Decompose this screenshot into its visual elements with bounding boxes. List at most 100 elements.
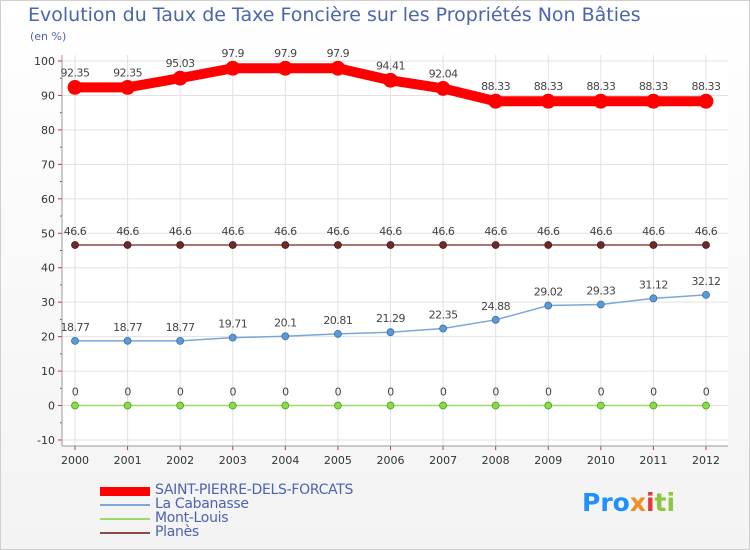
data-label-3: 46.6 [274, 225, 297, 238]
legend-label-mont-louis: Mont-Louis [155, 510, 229, 526]
data-point-0 [593, 93, 609, 109]
data-label-0: 88.33 [639, 80, 668, 93]
data-label-1: 24.88 [481, 300, 510, 313]
data-point-1 [123, 336, 132, 345]
data-point-3 [71, 241, 79, 249]
data-label-2: 0 [598, 386, 605, 399]
legend-swatch-planes [100, 532, 150, 534]
data-label-3: 46.6 [169, 225, 192, 238]
data-point-2 [649, 401, 658, 410]
x-tick-label: 2005 [324, 454, 352, 467]
data-point-1 [228, 333, 237, 342]
data-label-1: 18.77 [61, 321, 90, 334]
x-tick-label: 2009 [534, 454, 562, 467]
data-label-3: 46.6 [642, 225, 665, 238]
data-label-1: 22.35 [429, 309, 458, 322]
data-point-3 [596, 241, 605, 249]
data-label-3: 46.6 [327, 225, 350, 238]
data-label-2: 0 [124, 386, 131, 399]
data-point-2 [596, 401, 605, 410]
y-tick-label: 40 [41, 262, 55, 275]
data-point-1 [71, 336, 79, 345]
data-label-3: 46.6 [537, 225, 560, 238]
legend-swatch-mont-louis [100, 518, 150, 520]
data-point-2 [702, 401, 710, 410]
y-tick-label: 80 [41, 124, 55, 137]
data-point-0 [277, 60, 293, 76]
data-point-3 [228, 241, 237, 249]
data-point-0 [488, 93, 504, 109]
data-label-3: 46.6 [64, 225, 87, 238]
data-label-0: 94.41 [376, 59, 405, 72]
data-label-3: 46.6 [695, 225, 718, 238]
data-point-1 [439, 324, 447, 333]
data-label-1: 29.33 [586, 284, 615, 297]
legend-item-la-cabanasse: La Cabanasse [100, 496, 420, 512]
y-tick-label: 70 [41, 158, 55, 171]
legend-item-mont-louis: Mont-Louis [100, 510, 420, 526]
y-axis-unit-label: (en %) [30, 30, 67, 43]
data-point-2 [334, 401, 342, 410]
data-label-1: 18.77 [113, 321, 142, 334]
data-point-0 [698, 93, 714, 109]
data-label-1: 18.77 [166, 321, 195, 334]
plot-background [62, 55, 728, 446]
data-point-1 [386, 328, 395, 337]
data-label-2: 0 [650, 386, 657, 399]
legend-swatch-la-cabanasse [100, 504, 150, 506]
y-tick-label: 20 [41, 331, 55, 344]
data-label-0: 92.35 [113, 66, 142, 79]
data-point-0 [67, 79, 83, 95]
y-tick-label: 10 [41, 365, 55, 378]
data-label-1: 29.02 [534, 286, 563, 299]
data-point-2 [386, 401, 395, 410]
x-tick-label: 2000 [61, 454, 89, 467]
data-label-1: 20.81 [323, 314, 352, 327]
data-point-2 [176, 401, 185, 410]
data-point-0 [225, 60, 241, 76]
chart-title: Evolution du Taux de Taxe Foncière sur l… [28, 4, 641, 26]
data-label-2: 0 [440, 386, 447, 399]
data-point-2 [439, 401, 447, 410]
data-label-0: 88.33 [586, 80, 615, 93]
data-label-2: 0 [335, 386, 342, 399]
legend-item-planes: Planès [100, 524, 420, 540]
data-point-0 [435, 81, 451, 96]
data-label-2: 0 [177, 386, 184, 399]
data-label-3: 46.6 [432, 225, 455, 238]
x-tick-label: 2011 [639, 454, 667, 467]
data-label-3: 46.6 [590, 225, 613, 238]
data-label-1: 31.12 [639, 278, 668, 291]
data-point-1 [596, 300, 605, 309]
data-point-2 [544, 401, 553, 410]
data-label-2: 0 [703, 386, 710, 399]
data-point-1 [702, 290, 710, 299]
data-point-0 [646, 93, 661, 109]
data-point-0 [383, 72, 398, 88]
y-tick-label: 100 [34, 55, 55, 68]
data-label-2: 0 [387, 386, 394, 399]
data-label-2: 0 [282, 386, 289, 399]
data-point-2 [123, 401, 132, 410]
x-tick-label: 2010 [587, 454, 615, 467]
data-point-0 [120, 79, 135, 95]
data-label-3: 46.6 [222, 225, 245, 238]
data-point-0 [330, 60, 346, 76]
legend-swatch-saint-pierre [100, 487, 150, 496]
data-label-0: 97.9 [222, 47, 245, 60]
data-label-0: 88.33 [481, 80, 510, 93]
data-label-0: 95.03 [166, 57, 195, 70]
data-point-0 [540, 93, 556, 109]
y-tick-label: -10 [37, 434, 55, 447]
y-tick-label: 50 [41, 227, 55, 240]
data-point-2 [71, 401, 79, 410]
data-label-2: 0 [72, 386, 79, 399]
data-point-3 [649, 241, 658, 249]
data-point-0 [172, 70, 188, 86]
data-label-0: 88.33 [692, 80, 721, 93]
data-label-1: 20.1 [274, 316, 297, 329]
data-point-2 [491, 401, 500, 410]
x-tick-label: 2006 [377, 454, 405, 467]
data-label-0: 97.9 [327, 47, 350, 60]
